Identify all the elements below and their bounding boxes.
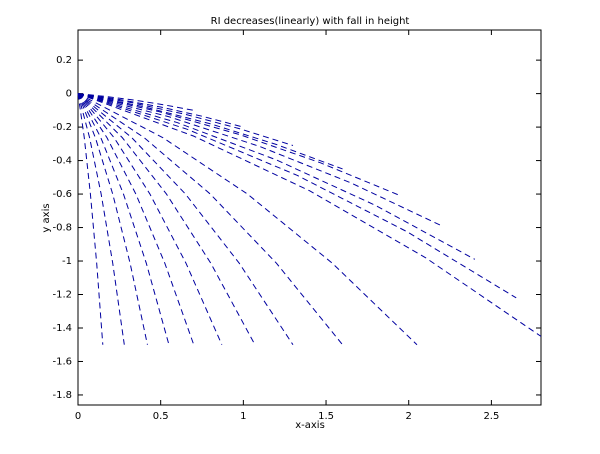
ray-line: [77, 93, 418, 346]
x-tick-label: 1.5: [318, 411, 334, 422]
y-tick-label: 0.2: [56, 55, 72, 66]
ray-line: [77, 93, 542, 337]
ray-line: [77, 93, 170, 345]
x-tick-label: 0: [75, 411, 81, 422]
chart-title: RI decreases(linearly) with fall in heig…: [211, 16, 410, 27]
y-tick-label: 0: [66, 89, 72, 100]
y-tick-label: -1.6: [52, 356, 72, 367]
y-tick-label: -0.2: [52, 122, 72, 133]
x-tick-label: 2.5: [483, 411, 499, 422]
ray-line: [77, 93, 104, 345]
y-tick-label: -0.8: [52, 223, 72, 234]
x-tick-label: 0.5: [153, 411, 169, 422]
y-tick-label: -0.4: [52, 156, 72, 167]
ray-line: [77, 93, 343, 170]
y-tick-label: -0.6: [52, 189, 72, 200]
y-axis-label: y axis: [41, 203, 52, 232]
ray-line: [77, 93, 256, 345]
ray-line: [77, 93, 195, 345]
ray-line: [77, 93, 294, 146]
x-axis-label: x-axis: [295, 420, 325, 431]
y-tick-label: -1.4: [52, 323, 72, 334]
ray-line: [77, 93, 442, 227]
y-tick-label: -1: [62, 256, 72, 267]
ray-line: [77, 93, 517, 299]
ray-line: [77, 93, 343, 346]
ray-line: [77, 93, 148, 345]
x-tick-label: 1: [240, 411, 246, 422]
ray-line: [77, 93, 223, 345]
ray-line: [77, 93, 401, 197]
x-tick-label: 2: [406, 411, 412, 422]
ray-line: [77, 93, 125, 345]
ray-line: [77, 93, 244, 128]
y-tick-label: -1.2: [52, 290, 72, 301]
y-tick-label: -1.8: [52, 390, 72, 401]
axes-box: [77, 29, 542, 406]
